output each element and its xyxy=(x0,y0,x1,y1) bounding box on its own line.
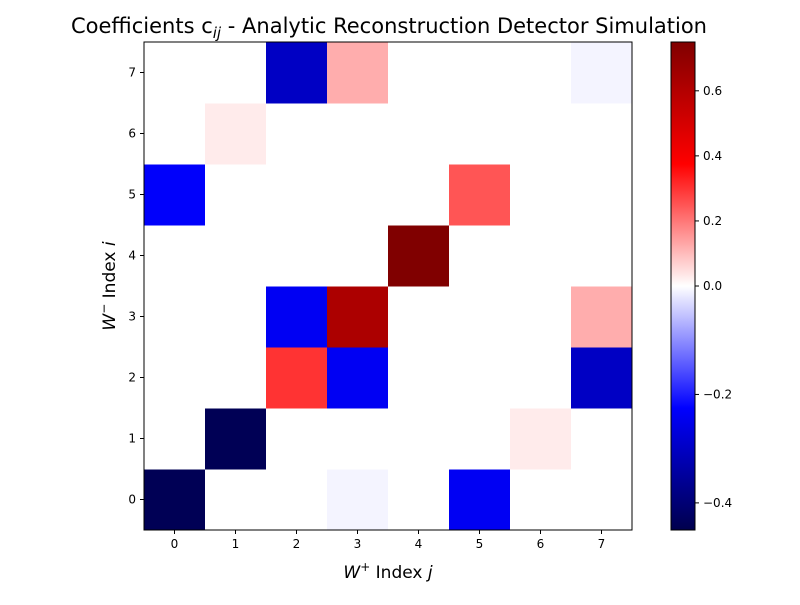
x-tick-label: 4 xyxy=(415,537,423,551)
y-tick-label: 4 xyxy=(128,249,136,263)
heatmap-cell xyxy=(571,469,633,531)
heatmap-cell xyxy=(266,164,328,226)
heatmap-cell xyxy=(327,408,389,470)
heatmap-cell xyxy=(144,225,206,287)
heatmap-cell xyxy=(144,347,206,409)
heatmap-cell xyxy=(510,42,572,104)
heatmap-cell xyxy=(144,286,206,348)
heatmap-cell xyxy=(388,103,450,165)
heatmap-cell xyxy=(266,469,328,531)
y-tick-label: 1 xyxy=(128,432,136,446)
y-axis-label: W− Index i xyxy=(97,241,120,330)
heatmap-cell xyxy=(510,286,572,348)
x-axis-label: W+ Index j xyxy=(343,560,432,583)
heatmap-cell xyxy=(327,469,389,531)
heatmap-cell xyxy=(388,286,450,348)
colorbar xyxy=(670,41,696,531)
y-tick-label: 5 xyxy=(128,188,136,202)
heatmap-cell xyxy=(510,225,572,287)
colorbar-tick-label: 0.6 xyxy=(703,84,722,98)
heatmap-cell xyxy=(266,225,328,287)
heatmap-cell xyxy=(388,469,450,531)
y-axis-ticks: 0 1 2 3 4 5 6 7 xyxy=(128,66,144,507)
heatmap-cell xyxy=(510,408,572,470)
heatmap-cell xyxy=(144,469,206,531)
heatmap-cell xyxy=(266,42,328,104)
heatmap-cell xyxy=(205,42,267,104)
heatmap-cell xyxy=(449,164,511,226)
heatmap-cell xyxy=(388,42,450,104)
heatmap-cell xyxy=(449,286,511,348)
heatmap-cell xyxy=(205,225,267,287)
x-tick-label: 5 xyxy=(476,537,484,551)
heatmap-cell xyxy=(449,103,511,165)
x-tick-label: 1 xyxy=(232,537,240,551)
title-rest: - Analytic Reconstruction Detector Simul… xyxy=(221,14,707,38)
y-tick-label: 2 xyxy=(128,371,136,385)
y-tick-label: 7 xyxy=(128,66,136,80)
heatmap-cell xyxy=(571,42,633,104)
heatmap-cell xyxy=(205,103,267,165)
heatmap-cell xyxy=(449,42,511,104)
heatmap-cell xyxy=(266,103,328,165)
heatmap-cell xyxy=(571,103,633,165)
plot-frame xyxy=(143,41,633,531)
colorbar-ticks: 0.6 0.4 0.2 0.0 −0.2 −0.4 xyxy=(695,84,732,510)
heatmap-cell xyxy=(144,408,206,470)
x-tick-label: 3 xyxy=(354,537,362,551)
heatmap-cell xyxy=(571,164,633,226)
heatmap-cell xyxy=(205,286,267,348)
heatmap-cell xyxy=(510,347,572,409)
heatmap-cell xyxy=(388,408,450,470)
heatmap-cell xyxy=(449,408,511,470)
heatmap-cell xyxy=(510,164,572,226)
heatmap-cell xyxy=(327,286,389,348)
heatmap-cell xyxy=(144,42,206,104)
heatmap-cell xyxy=(571,225,633,287)
heatmap-cell xyxy=(266,347,328,409)
heatmap-cell xyxy=(571,347,633,409)
heatmap-cell xyxy=(510,103,572,165)
heatmap-cell xyxy=(388,164,450,226)
heatmap-cell xyxy=(571,408,633,470)
heatmap-cells xyxy=(144,42,633,531)
heatmap-cell xyxy=(571,286,633,348)
colorbar-tick-label: 0.2 xyxy=(703,214,722,228)
heatmap-cell xyxy=(144,103,206,165)
y-tick-label: 0 xyxy=(128,493,136,507)
x-tick-label: 0 xyxy=(171,537,179,551)
heatmap-cell xyxy=(266,286,328,348)
heatmap-cell xyxy=(205,469,267,531)
heatmap-cell xyxy=(327,103,389,165)
heatmap-cell xyxy=(266,408,328,470)
heatmap-cell xyxy=(449,347,511,409)
x-tick-label: 6 xyxy=(537,537,545,551)
heatmap-cell xyxy=(327,164,389,226)
heatmap-cell xyxy=(327,42,389,104)
heatmap-cell xyxy=(327,225,389,287)
heatmap-cell xyxy=(327,347,389,409)
colorbar-tick-label: 0.4 xyxy=(703,149,722,163)
heatmap-cell xyxy=(449,225,511,287)
colorbar-tick-label: −0.2 xyxy=(703,387,732,401)
title-subscript: ij xyxy=(213,24,222,42)
heatmap-cell xyxy=(205,408,267,470)
colorbar-tick-label: −0.4 xyxy=(703,496,732,510)
x-tick-label: 7 xyxy=(598,537,606,551)
heatmap-cell xyxy=(449,469,511,531)
heatmap-cell xyxy=(510,469,572,531)
heatmap-cell xyxy=(144,164,206,226)
colorbar-tick-label: 0.0 xyxy=(703,279,722,293)
heatmap-cell xyxy=(388,225,450,287)
heatmap-cell xyxy=(205,347,267,409)
x-axis-ticks: 0 1 2 3 4 5 6 7 xyxy=(171,530,606,551)
x-tick-label: 2 xyxy=(293,537,301,551)
y-tick-label: 3 xyxy=(128,310,136,324)
y-tick-label: 6 xyxy=(128,127,136,141)
heatmap-cell xyxy=(205,164,267,226)
chart-title: Coefficients cij - Analytic Reconstructi… xyxy=(71,14,707,42)
heatmap-cell xyxy=(388,347,450,409)
